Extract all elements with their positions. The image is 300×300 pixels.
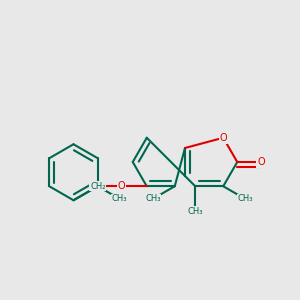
Text: CH₃: CH₃ — [112, 194, 127, 203]
Text: CH₃: CH₃ — [188, 207, 203, 216]
Text: O: O — [118, 181, 125, 191]
Text: CH₃: CH₃ — [145, 194, 161, 203]
Text: CH₃: CH₃ — [237, 194, 253, 203]
Text: O: O — [257, 157, 265, 167]
Text: O: O — [219, 133, 227, 143]
Text: CH₂: CH₂ — [90, 182, 106, 191]
